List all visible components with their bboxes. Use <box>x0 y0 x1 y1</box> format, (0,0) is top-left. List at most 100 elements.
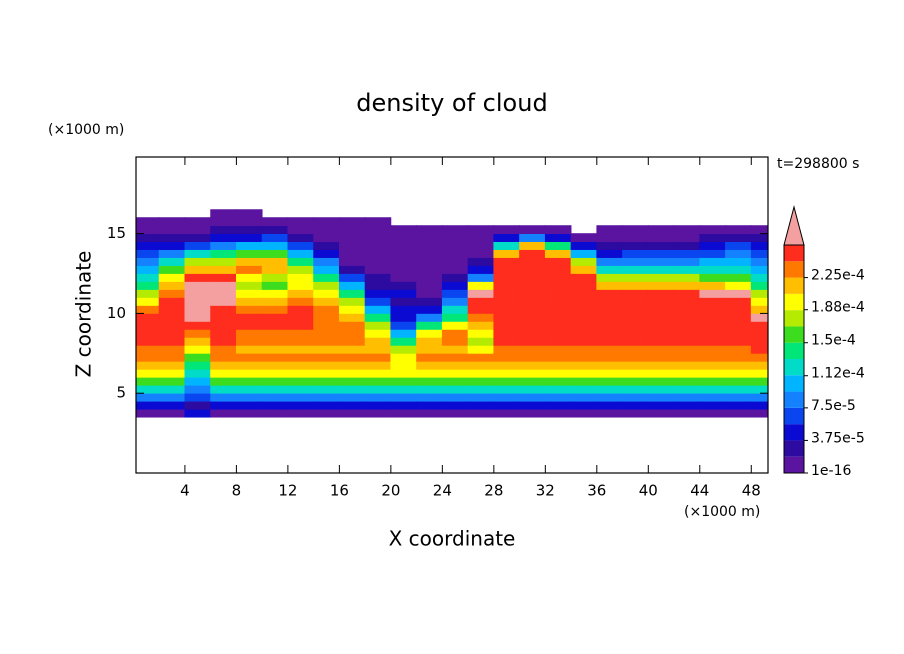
contour-cell <box>493 257 520 266</box>
contour-cell <box>210 320 237 330</box>
contour-cell <box>287 305 315 314</box>
contour-cell <box>570 408 598 418</box>
contour-cell <box>544 352 572 362</box>
contour-cell <box>416 249 443 258</box>
contour-cell <box>184 273 212 282</box>
contour-cell <box>441 328 469 338</box>
contour-cell <box>673 400 701 410</box>
contour-cell <box>184 392 212 402</box>
contour-cell <box>364 249 392 258</box>
contour-cell <box>158 392 186 402</box>
contour-cell <box>647 376 675 386</box>
contour-cell <box>313 384 340 394</box>
contour-cell <box>210 249 237 258</box>
contour-cell <box>647 344 675 354</box>
contour-cell <box>570 289 598 298</box>
colorbar-band <box>784 277 804 294</box>
contour-cell <box>261 328 289 338</box>
contour-cell <box>441 376 469 386</box>
contour-cell <box>390 360 418 370</box>
colorbar-tick-label: 1.88e-4 <box>811 300 865 316</box>
contour-cell <box>647 336 675 346</box>
x-axis-label: X coordinate <box>389 527 516 551</box>
contour-cell <box>390 241 418 250</box>
contour-cell <box>647 368 675 378</box>
contour-cell <box>441 400 469 410</box>
contour-cell <box>235 368 263 378</box>
contour-cell <box>364 328 392 338</box>
contour-cell <box>416 233 443 242</box>
contour-cell <box>313 344 340 354</box>
contour-cell <box>596 233 623 242</box>
x-tick-label: 44 <box>690 482 709 500</box>
contour-cell <box>184 344 212 354</box>
contour-cell <box>136 376 160 386</box>
contour-cell <box>699 273 726 282</box>
contour-cell <box>699 265 726 274</box>
x-tick-label: 48 <box>742 482 761 500</box>
contour-cell <box>136 392 160 402</box>
contour-cell <box>441 233 469 242</box>
contour-cell <box>750 336 768 346</box>
contour-cell <box>390 384 418 394</box>
contour-cell <box>235 360 263 370</box>
contour-cell <box>493 233 520 242</box>
contour-cell <box>364 408 392 418</box>
contour-cell <box>136 305 160 314</box>
contour-cell <box>158 360 186 370</box>
contour-cell <box>544 344 572 354</box>
contour-cell <box>647 281 675 290</box>
contour-cell <box>647 392 675 402</box>
contour-cell <box>596 344 623 354</box>
contour-cell <box>467 408 495 418</box>
contour-cell <box>390 368 418 378</box>
contour-cell <box>441 297 469 306</box>
contour-cell <box>441 305 469 314</box>
contour-cell <box>235 257 263 266</box>
contour-cell <box>699 336 726 346</box>
contour-cell <box>313 289 340 298</box>
contour-cell <box>467 289 495 298</box>
contour-cell <box>493 225 520 235</box>
contour-cell <box>261 265 289 274</box>
contour-cell <box>750 352 768 362</box>
contour-cell <box>210 336 237 346</box>
contour-cell <box>136 336 160 346</box>
contour-cell <box>750 241 768 250</box>
contour-cell <box>570 257 598 266</box>
contour-cell <box>441 313 469 322</box>
contour-cell <box>519 368 546 378</box>
x-tick-label: 32 <box>536 482 555 500</box>
contour-cell <box>519 265 546 274</box>
contour-cell <box>261 249 289 258</box>
contour-cell <box>261 352 289 362</box>
contour-cell <box>441 225 469 235</box>
contour-cell <box>699 297 726 306</box>
contour-cell <box>313 273 340 282</box>
contour-cell <box>390 320 418 330</box>
contour-cell <box>390 328 418 338</box>
contour-cell <box>467 265 495 274</box>
contour-cell <box>210 305 237 314</box>
contour-cell <box>467 352 495 362</box>
contour-cell <box>313 233 340 242</box>
contour-cell <box>287 368 315 378</box>
contour-cell <box>570 352 598 362</box>
contour-cell <box>390 233 418 242</box>
contour-cell <box>544 233 572 242</box>
contour-cell <box>210 281 237 290</box>
contour-cell <box>519 328 546 338</box>
contour-cell <box>544 328 572 338</box>
contour-cell <box>158 217 186 227</box>
contour-cell <box>184 233 212 242</box>
contour-cell <box>261 408 289 418</box>
contour-cell <box>338 320 366 330</box>
contour-cell <box>441 281 469 290</box>
contour-cell <box>725 289 752 298</box>
contour-cell <box>210 400 237 410</box>
contour-cell <box>313 320 340 330</box>
contour-cell <box>493 305 520 314</box>
colorbar-band <box>784 261 804 278</box>
contour-cell <box>136 400 160 410</box>
contour-cell <box>570 376 598 386</box>
